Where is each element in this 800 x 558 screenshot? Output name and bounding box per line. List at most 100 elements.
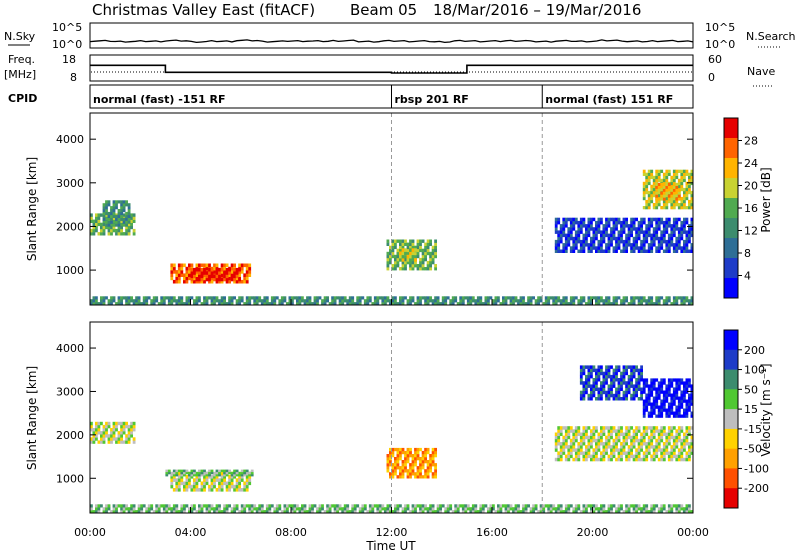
scatter-cell: [617, 457, 621, 462]
scatter-cell: [612, 504, 616, 508]
scatter-cell: [125, 504, 128, 508]
scatter-cell: [657, 175, 661, 180]
scatter-cell: [670, 432, 674, 436]
scatter-cell: [127, 428, 131, 432]
scatter-cell: [567, 454, 571, 459]
scatter-cell: [213, 478, 216, 482]
scatter-cell: [225, 271, 229, 275]
scatter-cell: [389, 504, 392, 508]
scatter-cell: [258, 299, 262, 303]
scatter-cell: [683, 190, 686, 195]
scatter-cell: [672, 393, 676, 397]
scatter-cell: [137, 299, 141, 303]
scatter-cell: [258, 510, 262, 514]
scatter-cell: [645, 510, 649, 514]
scatter-cell: [125, 214, 128, 218]
scatter-cell: [657, 390, 661, 394]
scatter-cell: [635, 296, 638, 300]
scatter-cell: [577, 448, 581, 452]
scatter-cell: [670, 203, 674, 207]
scatter-cell: [487, 302, 490, 306]
scatter-cell: [386, 504, 390, 508]
scatter-cell: [333, 510, 337, 514]
scatter-cell: [391, 267, 395, 271]
scatter-cell: [645, 199, 649, 204]
scatter-cell: [97, 421, 101, 426]
scatter-cell: [183, 473, 186, 477]
scatter-cell: [672, 196, 676, 201]
scatter-cell: [652, 236, 656, 241]
scatter-cell: [512, 507, 515, 511]
scatter-cell: [645, 448, 649, 452]
scatter-cell: [632, 371, 636, 376]
scatter-cell: [394, 510, 397, 514]
scatter-cell: [286, 507, 289, 511]
scatter-cell: [308, 302, 312, 306]
scatter-cell: [612, 426, 616, 430]
scatter-cell: [117, 228, 121, 233]
scatter-cell: [635, 454, 638, 459]
scatter-cell: [401, 258, 405, 262]
scatter-cell: [617, 230, 621, 234]
scatter-cell: [642, 181, 646, 186]
scatter-cell: [647, 302, 651, 306]
scatter-cell: [411, 242, 415, 246]
scatter-cell: [215, 473, 219, 477]
scatter-cell: [92, 232, 96, 236]
scatter-cell: [574, 451, 578, 455]
scatter-cell: [615, 510, 618, 514]
scatter-cell: [394, 299, 397, 303]
scatter-cell: [416, 450, 420, 455]
scatter-cell: [127, 302, 131, 306]
scatter-cell: [652, 387, 656, 391]
scatter-cell: [607, 371, 611, 376]
scatter-cell: [667, 438, 671, 443]
scatter-cell: [223, 478, 226, 482]
scatter-cell: [585, 510, 588, 514]
scatter-cell: [529, 302, 533, 306]
scatter-cell: [587, 249, 591, 253]
scatter-cell: [655, 172, 659, 176]
scatter-cell: [602, 230, 606, 234]
scatter-cell: [625, 246, 628, 250]
scatter-cell: [587, 504, 591, 508]
scatter-cell: [657, 296, 661, 300]
scatter-cell: [394, 260, 397, 265]
scatter-cell: [642, 442, 646, 446]
scatter-cell: [522, 510, 525, 514]
scatter-cell: [105, 510, 108, 514]
noise-search-label: N.Search: [746, 30, 796, 43]
scatter-cell: [657, 405, 661, 409]
scatter-cell: [278, 299, 282, 303]
scatter-cell: [471, 299, 475, 303]
scatter-cell: [238, 488, 241, 492]
scatter-cell: [185, 276, 189, 281]
noise-left-tick-bottom: 10^0: [52, 38, 82, 51]
scatter-cell: [183, 488, 186, 492]
scatter-cell: [567, 429, 571, 433]
scatter-cell: [667, 442, 671, 446]
scatter-cell: [97, 507, 101, 511]
scatter-cell: [404, 466, 407, 470]
scatter-cell: [195, 267, 199, 272]
scatter-cell: [318, 507, 322, 511]
scatter-cell: [635, 236, 638, 241]
scatter-cell: [190, 484, 194, 489]
scatter-cell: [660, 510, 664, 514]
colorbar-swatch: [724, 448, 738, 469]
scatter-cell: [622, 243, 626, 247]
scatter-cell: [549, 510, 553, 514]
scatter-cell: [572, 220, 576, 225]
scatter-cell: [115, 206, 118, 210]
scatter-cell: [655, 227, 659, 231]
scatter-cell: [587, 224, 591, 228]
scatter-cell: [688, 203, 691, 207]
scatter-cell: [650, 236, 654, 241]
scatter-cell: [112, 211, 116, 216]
scatter-cell: [665, 387, 669, 391]
scatter-cell: [177, 475, 181, 479]
scatter-cell: [660, 399, 664, 403]
scatter-cell: [635, 378, 638, 382]
scatter-cell: [414, 450, 417, 455]
scatter-cell: [366, 299, 370, 303]
